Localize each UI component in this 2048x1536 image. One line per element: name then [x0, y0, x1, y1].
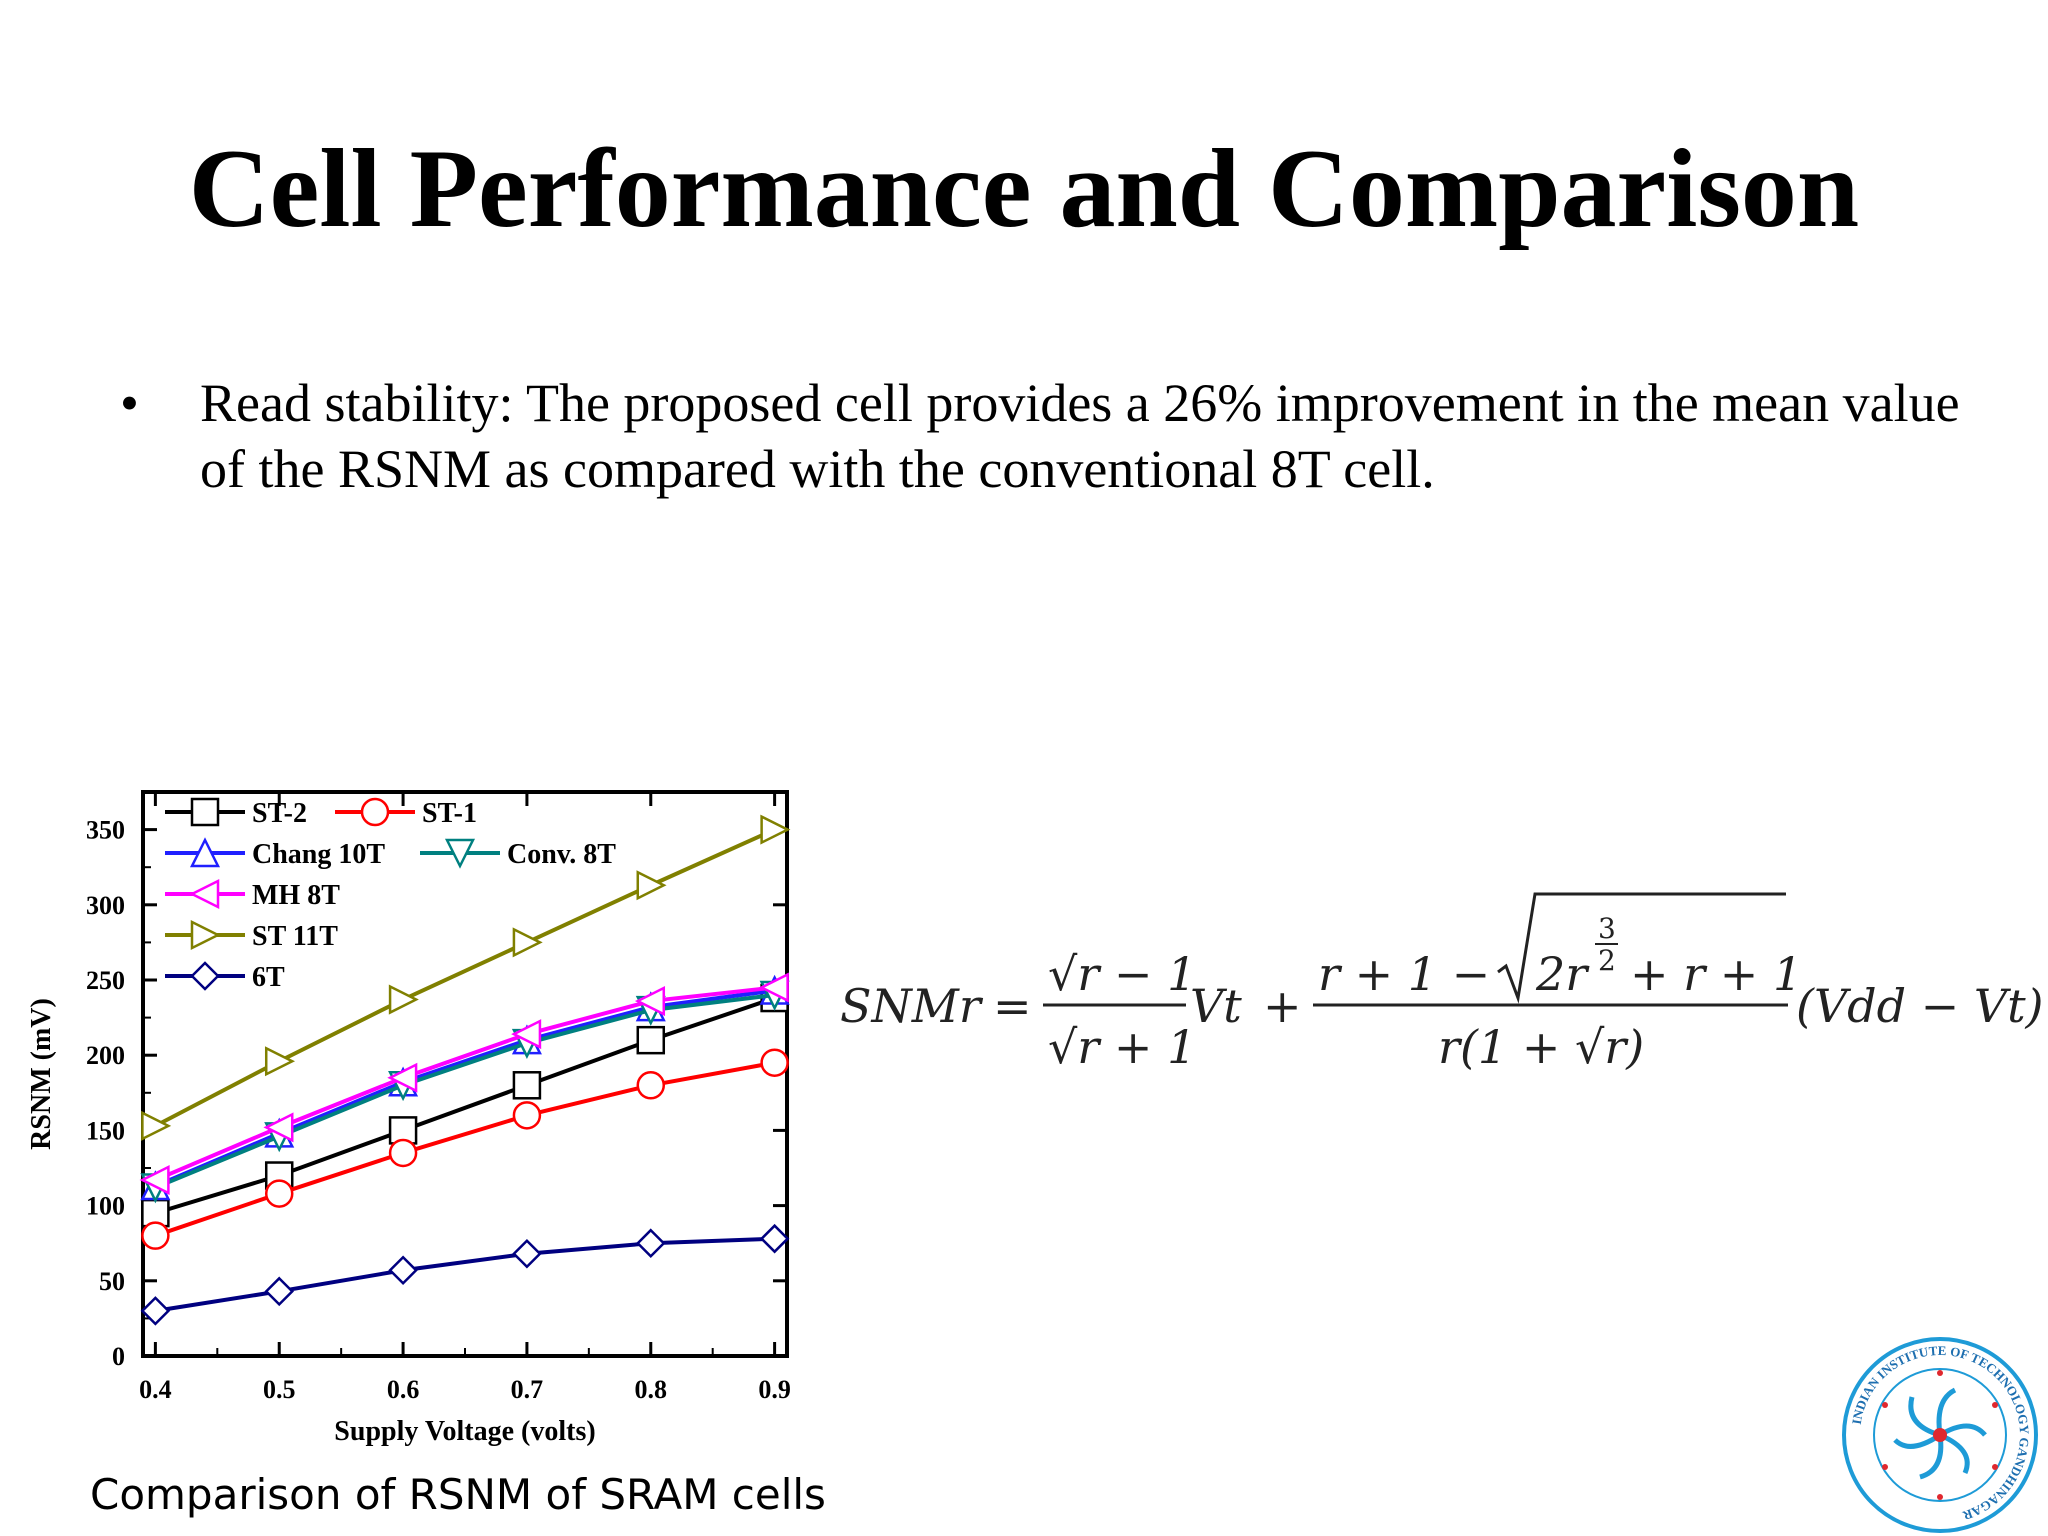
series-line-mh-8t [154, 985, 775, 1182]
data-point-6t [140, 1296, 171, 1326]
data-point-st-11t [760, 814, 791, 845]
data-point-st-1 [512, 1101, 542, 1130]
formula-equals: = [993, 979, 1032, 1033]
y-tick-label: 50 [99, 1267, 125, 1296]
formula-frac1-denominator: √r + 1 [1048, 1020, 1196, 1074]
data-point-st-11t [264, 1046, 296, 1077]
bullet-text: Read stability: The proposed cell provid… [200, 373, 1960, 499]
slide-title: Cell Performance and Comparison [188, 127, 1860, 251]
legend-label-st-11t: ST 11T [252, 921, 338, 952]
y-tick-label: 150 [86, 1116, 125, 1145]
formula-radical-icon [1497, 892, 1786, 1004]
legend-marker-st-11t [190, 919, 221, 951]
formula-lhs: SNMr [840, 979, 984, 1033]
legend-marker-6t [190, 961, 220, 991]
y-tick-label: 100 [86, 1192, 125, 1221]
series-line-chang-10t [154, 988, 775, 1188]
data-point-st-11t [512, 927, 543, 958]
x-tick-label: 0.5 [263, 1375, 296, 1404]
data-point-st-11t [141, 1110, 172, 1141]
formula-vt: Vt [1190, 979, 1242, 1033]
data-point-mh-8t [758, 972, 789, 1003]
formula-exp-numerator: 3 [1598, 912, 1616, 945]
data-point-mh-8t [511, 1019, 542, 1050]
data-point-6t [636, 1228, 666, 1258]
data-point-6t [388, 1255, 418, 1286]
legend-label-st-2: ST-2 [252, 798, 307, 829]
formula-frac2-numerator-b: + r + 1 [1630, 947, 1802, 1001]
data-point-st-11t [636, 870, 667, 901]
legend-marker-conv-8t [444, 838, 476, 869]
plot-frame [141, 790, 789, 1358]
series-line-st-1 [154, 1060, 775, 1238]
data-point-6t [759, 1223, 790, 1254]
x-tick-label: 0.9 [758, 1375, 791, 1404]
data-point-mh-8t [263, 1112, 294, 1143]
legend-label-mh-8t: MH 8T [252, 880, 340, 911]
legend-label-conv-8t: Conv. 8T [507, 839, 616, 870]
legend-marker-st-1 [360, 797, 390, 827]
rsnm-chart: 0 50 100 150 200 250 300 350 0.4 0.5 0.6 0.7 0.8 0.9 S… [26, 790, 791, 1447]
data-point-st-1 [141, 1221, 170, 1250]
legend-label-chang-10t: Chang 10T [252, 839, 385, 870]
data-point-6t [264, 1276, 294, 1307]
data-point-st-11t [388, 984, 419, 1015]
series-line-st-11t [154, 827, 776, 1128]
x-tick-label: 0.8 [635, 1375, 668, 1404]
data-point-mh-8t [634, 986, 666, 1017]
data-point-st-2 [512, 1071, 542, 1100]
chart-caption: Comparison of RSNM of SRAM cells [90, 1470, 826, 1519]
data-point-6t [512, 1238, 542, 1269]
y-tick-label: 250 [86, 966, 125, 995]
formula-exp-denominator: 2 [1598, 944, 1616, 977]
series-line-st-2 [154, 996, 776, 1216]
formula-frac2-numerator-a: r + 1 − [1318, 947, 1490, 1001]
y-tick-label: 200 [86, 1041, 125, 1070]
bullet-dot-icon: • [120, 373, 139, 433]
y-axis-label: RSNM (mV) [26, 998, 57, 1150]
formula-tail: (Vdd − Vt) [1796, 979, 2043, 1033]
iit-gandhinagar-seal-icon: INDIAN INSTITUTE OF TECHNOLOGY GANDHINAG… [1842, 1337, 2038, 1533]
formula-radicand: 2r [1535, 947, 1590, 1001]
legend-marker-st-2 [190, 797, 220, 827]
y-tick-label: 350 [86, 816, 125, 845]
series-line-conv-8t [154, 993, 775, 1190]
formula-plus: + [1263, 979, 1302, 1033]
x-tick-label: 0.7 [511, 1375, 544, 1404]
formula-frac1-numerator: √r − 1 [1048, 947, 1196, 1001]
y-tick-label: 300 [86, 891, 125, 920]
legend-label-6t: 6T [252, 962, 285, 993]
data-point-st-1 [264, 1179, 294, 1208]
x-axis-label: Supply Voltage (volts) [334, 1416, 595, 1447]
data-point-st-2 [636, 1025, 666, 1055]
series-line-6t [155, 1236, 775, 1313]
data-point-mh-8t [139, 1165, 170, 1196]
legend-marker-chang-10t [189, 837, 221, 868]
x-tick-label: 0.4 [139, 1375, 172, 1404]
legend-label-st-1: ST-1 [422, 798, 477, 829]
y-tick-label: 0 [112, 1342, 125, 1371]
data-point-mh-8t [387, 1062, 418, 1093]
data-point-st-1 [636, 1071, 666, 1100]
formula-frac2-denominator: r(1 + √r) [1438, 1020, 1644, 1074]
bullet-list: • Read stability: The proposed cell prov… [120, 370, 1960, 502]
data-point-st-1 [388, 1138, 418, 1168]
legend-marker-mh-8t [189, 878, 220, 910]
snm-formula: SNMr = √r − 1 √r + 1 Vt + r + 1 − 2r 3 2… [840, 892, 2043, 1074]
data-point-st-1 [760, 1048, 789, 1077]
x-tick-label: 0.6 [387, 1375, 420, 1404]
